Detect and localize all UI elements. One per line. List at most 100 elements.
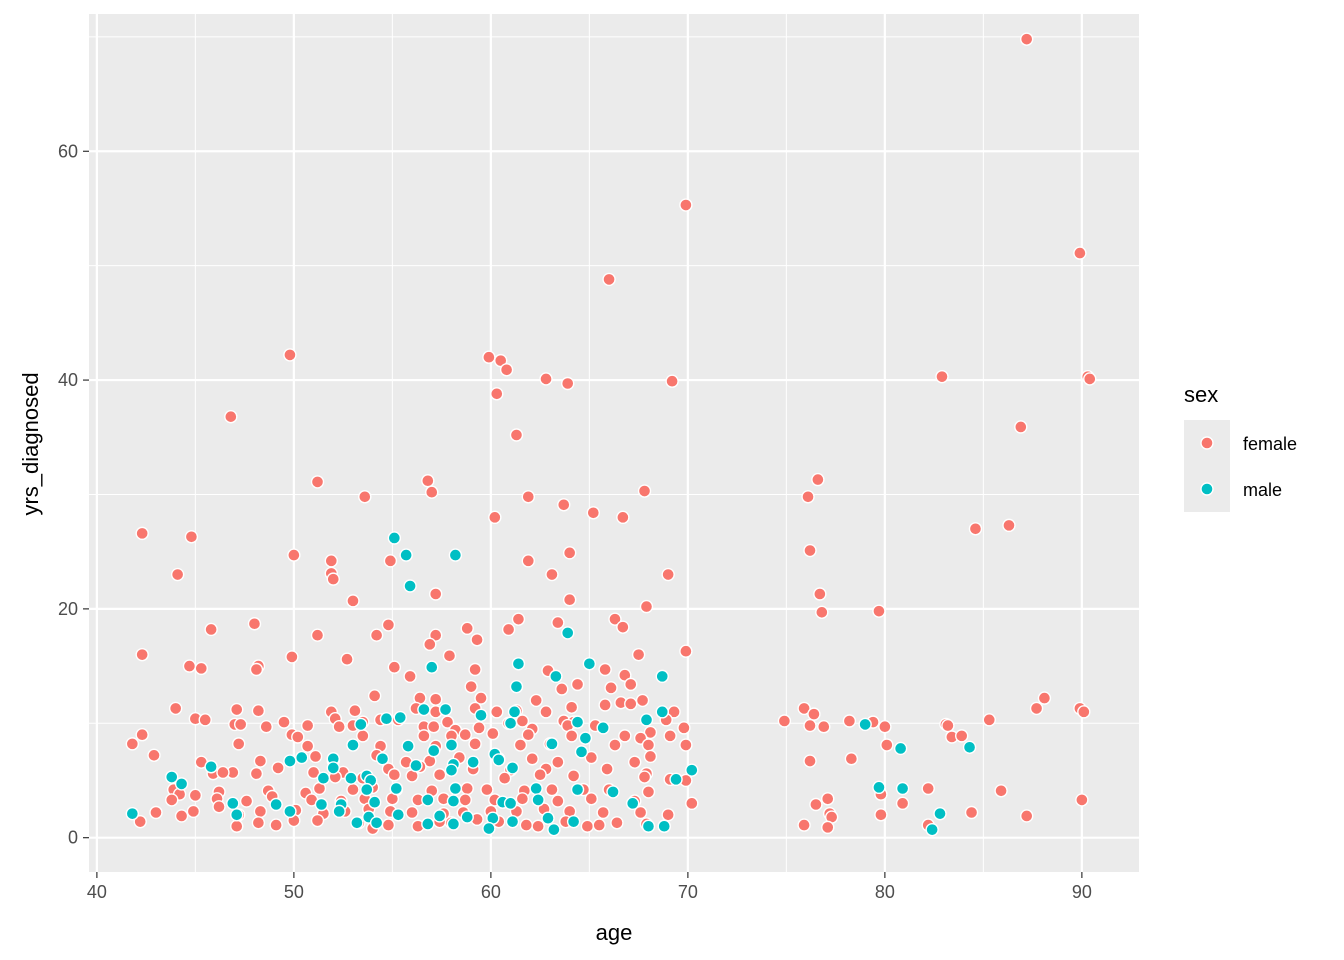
data-point-female — [874, 808, 888, 822]
data-point-male — [389, 781, 404, 796]
data-point-male — [446, 817, 461, 831]
data-point-female — [610, 816, 624, 830]
data-point-female — [212, 800, 226, 814]
x-axis-title: age — [596, 920, 633, 945]
data-point-male — [505, 761, 520, 775]
data-point-female — [326, 572, 340, 586]
data-point-female — [561, 376, 575, 391]
data-point-male — [204, 760, 218, 774]
data-point-female — [531, 819, 545, 833]
data-point-male — [438, 702, 453, 717]
data-point-female — [1020, 32, 1034, 46]
data-point-female — [135, 647, 149, 662]
data-point-female — [624, 677, 638, 692]
data-point-female — [287, 548, 301, 562]
data-point-male — [545, 737, 559, 751]
data-point-female — [635, 693, 650, 708]
data-point-female — [631, 647, 646, 662]
data-point-male — [541, 811, 555, 825]
data-point-female — [596, 805, 610, 820]
data-point-male — [507, 705, 522, 719]
data-point-female — [458, 793, 472, 807]
data-point-female — [460, 781, 474, 796]
data-point-female — [564, 700, 579, 714]
data-point-female — [598, 698, 612, 712]
data-point-female — [490, 705, 504, 719]
data-point-female — [797, 701, 811, 716]
data-point-female — [488, 510, 502, 525]
data-point-male — [403, 579, 417, 593]
legend-label-female: female — [1243, 434, 1297, 454]
data-point-male — [582, 657, 597, 671]
data-point-male — [606, 785, 620, 799]
data-point-male — [332, 804, 346, 819]
data-point-female — [964, 805, 979, 820]
data-point-female — [253, 754, 268, 768]
data-point-female — [1037, 691, 1052, 705]
data-point-male — [360, 782, 374, 797]
data-point-female — [643, 749, 658, 764]
data-point-female — [310, 628, 325, 642]
x-axis: 40 50 60 70 80 90 — [87, 872, 1092, 902]
data-point-female — [308, 749, 323, 764]
data-point-female — [677, 721, 691, 735]
data-point-male — [393, 710, 407, 725]
data-point-female — [895, 796, 910, 811]
data-point-female — [665, 374, 679, 388]
data-point-female — [283, 348, 297, 362]
data-point-female — [204, 622, 218, 637]
male-points — [125, 531, 977, 837]
x-tick-label: 80 — [875, 882, 895, 902]
data-point-male — [326, 761, 340, 775]
data-point-female — [643, 725, 658, 740]
data-point-female — [427, 720, 441, 734]
data-point-male — [448, 548, 463, 562]
data-point-male — [399, 548, 413, 562]
data-point-male — [570, 782, 585, 797]
data-point-female — [348, 703, 362, 718]
x-tick-label: 40 — [87, 882, 107, 902]
data-point-female — [251, 816, 266, 830]
data-point-male — [316, 771, 331, 785]
legend-title: sex — [1184, 382, 1218, 407]
data-point-male — [503, 796, 518, 811]
data-point-female — [586, 506, 601, 520]
data-point-male — [346, 738, 360, 752]
data-point-female — [509, 428, 524, 442]
data-point-female — [1075, 793, 1089, 807]
data-point-female — [521, 490, 536, 504]
data-point-female — [661, 808, 675, 822]
data-point-female — [425, 485, 439, 499]
data-point-female — [637, 484, 652, 498]
data-point-female — [797, 818, 811, 832]
data-point-female — [511, 612, 526, 626]
data-point-male — [925, 822, 939, 837]
data-point-female — [346, 782, 360, 797]
minor-gridlines — [89, 14, 1139, 872]
data-point-male — [872, 780, 886, 795]
data-point-male — [505, 814, 520, 829]
data-point-female — [600, 762, 614, 776]
data-point-female — [604, 681, 618, 695]
data-point-female — [817, 720, 831, 734]
data-point-male — [657, 819, 671, 833]
data-point-female — [186, 804, 201, 819]
data-point-male — [401, 739, 415, 753]
data-point-female — [813, 587, 827, 601]
x-tick-label: 90 — [1072, 882, 1092, 902]
data-point-male — [685, 763, 699, 777]
data-point-male — [626, 796, 640, 811]
legend-marker-female — [1200, 436, 1214, 450]
data-point-female — [239, 794, 254, 808]
data-point-male — [466, 755, 480, 769]
data-point-female — [383, 554, 398, 568]
data-point-female — [470, 633, 484, 647]
data-point-female — [1077, 705, 1091, 719]
data-point-male — [547, 822, 561, 837]
data-point-female — [429, 587, 443, 601]
legend-label-male: male — [1243, 480, 1282, 500]
data-point-male — [283, 804, 297, 819]
data-point-female — [472, 721, 486, 735]
data-point-female — [458, 728, 472, 742]
